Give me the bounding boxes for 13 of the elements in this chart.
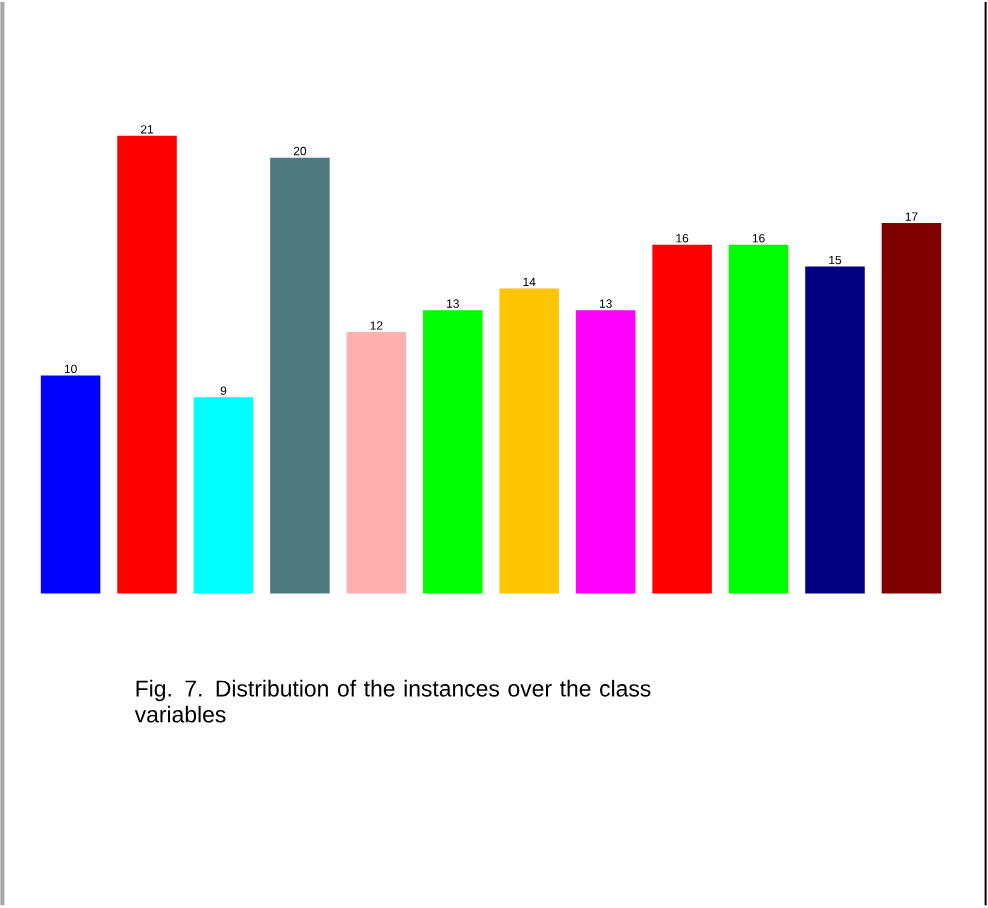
bar [805,266,865,594]
bar [193,397,254,594]
bar [117,136,177,594]
bar [575,310,636,594]
bar [270,158,330,594]
bar [881,223,942,594]
bar [423,310,483,594]
caption: Fig. 7. Distribution of the instances over the class variables [134,680,651,723]
bar [40,375,101,594]
bar [652,245,712,594]
bar [346,332,407,594]
bar [728,245,789,594]
bar [499,288,560,594]
